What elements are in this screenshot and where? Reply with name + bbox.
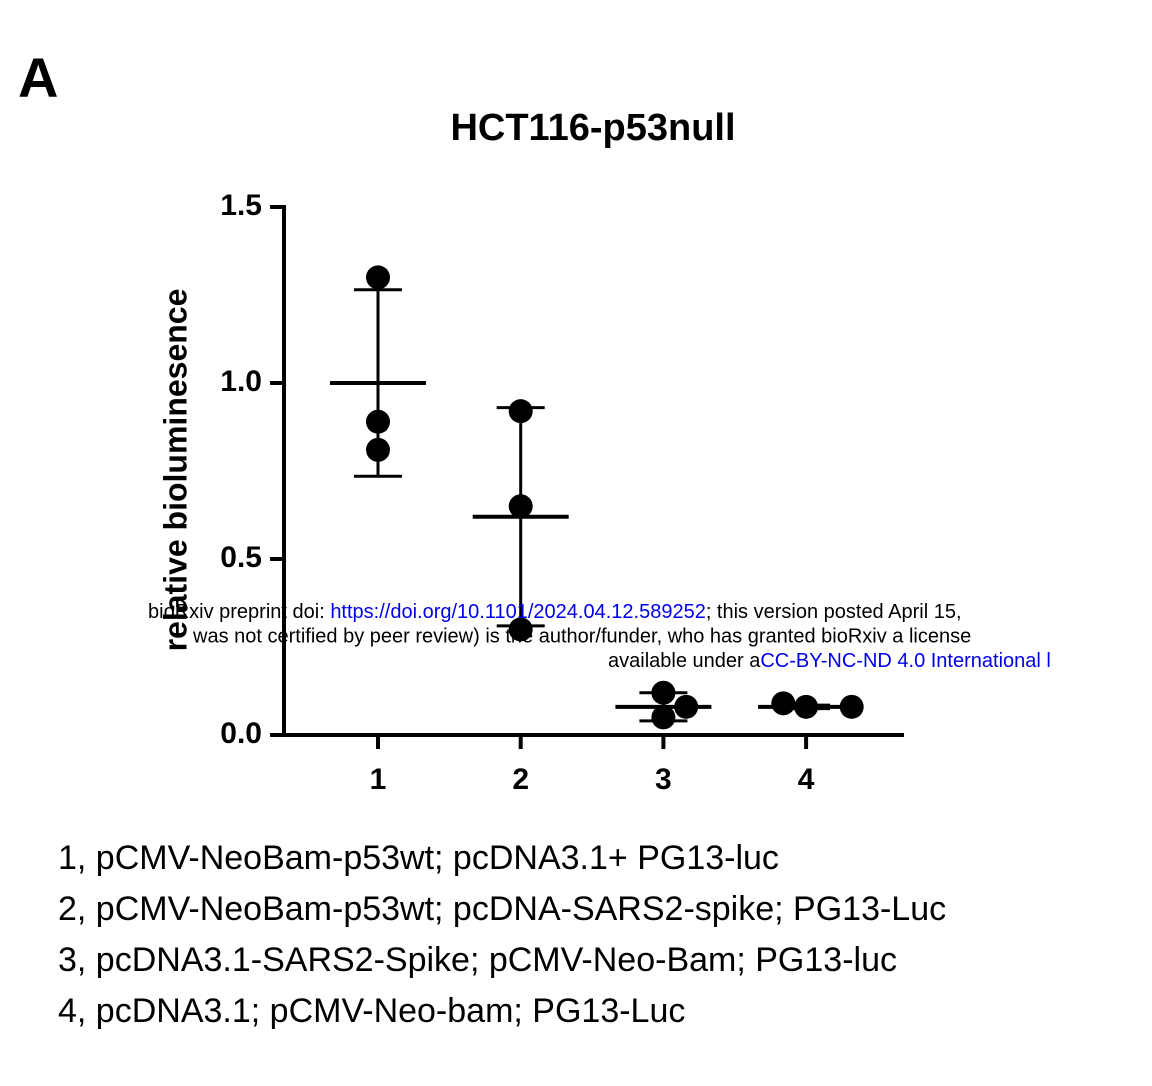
x-tick-label: 3 — [655, 763, 672, 796]
watermark-line: was not certified by peer review) is the… — [192, 625, 971, 647]
data-point — [674, 694, 699, 719]
x-tick-label: 1 — [370, 763, 387, 796]
y-tick-label: 1.5 — [220, 189, 262, 222]
y-tick-label: 1.0 — [220, 365, 262, 398]
panel-label: A — [18, 46, 58, 109]
plot-area: 0.0 0.5 1.0 1.5 1 2 3 4 — [220, 189, 864, 796]
data-point — [651, 705, 676, 730]
y-tick-label: 0.5 — [220, 541, 262, 574]
data-point — [366, 265, 390, 290]
data-point — [366, 409, 390, 434]
data-point — [366, 437, 390, 462]
data-point — [651, 680, 676, 705]
watermark-line: bioRxiv preprint doi: https://doi.org/10… — [148, 601, 962, 623]
watermark-text: available under a — [608, 650, 761, 672]
legend-note: 4, pcDNA3.1; pCMV-Neo-bam; PG13-Luc — [58, 992, 685, 1030]
legend-note: 2, pCMV-NeoBam-p53wt; pcDNA-SARS2-spike;… — [58, 890, 946, 928]
data-point — [771, 691, 796, 716]
watermark-line: available under aCC-BY-NC-ND 4.0 Interna… — [608, 650, 1051, 672]
y-axis-label: relative bioluminesence — [157, 289, 193, 652]
watermark-text: ; this version posted April 15, — [706, 601, 962, 623]
data-point — [508, 617, 533, 642]
data-point — [839, 694, 864, 719]
watermark-link[interactable]: https://doi.org/10.1101/2024.04.12.58925… — [330, 601, 706, 623]
legend-note: 1, pCMV-NeoBam-p53wt; pcDNA3.1+ PG13-luc — [58, 839, 779, 877]
x-tick-label: 4 — [798, 763, 815, 796]
data-point — [508, 494, 533, 519]
x-tick-label: 2 — [512, 763, 529, 796]
watermark: bioRxiv preprint doi: https://doi.org/10… — [148, 601, 1051, 672]
watermark-text: bioRxiv preprint doi: — [148, 601, 330, 623]
y-tick-label: 0.0 — [220, 717, 262, 750]
legend-note: 3, pcDNA3.1-SARS2-Spike; pCMV-Neo-Bam; P… — [58, 941, 897, 979]
data-point — [794, 694, 819, 719]
chart-title: HCT116-p53null — [450, 107, 735, 149]
data-point — [508, 399, 533, 424]
watermark-link[interactable]: CC-BY-NC-ND 4.0 International l — [760, 650, 1050, 672]
